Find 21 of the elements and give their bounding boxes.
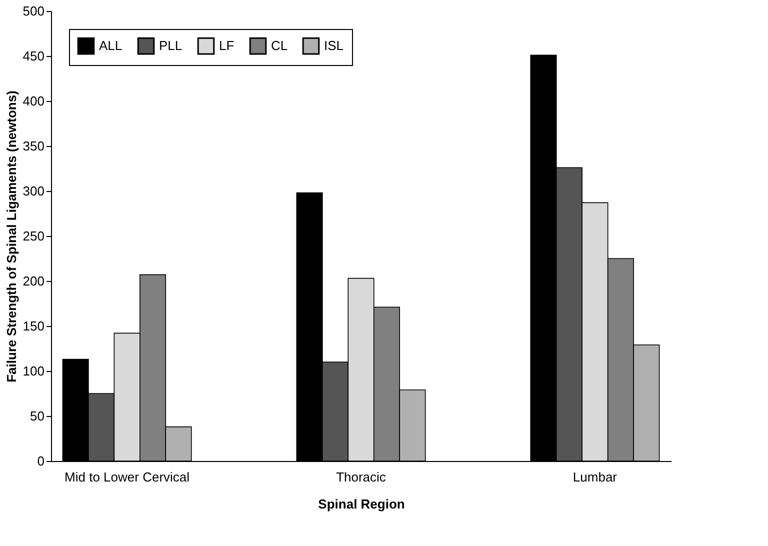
y-tick-label: 50 — [30, 408, 44, 424]
y-tick-label: 300 — [22, 184, 44, 198]
x-axis-title: Spinal Region — [318, 496, 405, 512]
x-tick-label: Lumbar — [572, 470, 618, 484]
y-tick-label: 250 — [22, 228, 44, 244]
y-tick-label: 500 — [22, 4, 44, 18]
y-tick-label: 350 — [22, 138, 44, 154]
legend-label: CL — [271, 38, 288, 54]
x-tick-label: Thoracic — [336, 470, 386, 484]
y-tick-label: 100 — [22, 364, 44, 378]
y-tick-label: 0 — [37, 454, 44, 468]
legend-label: LF — [219, 38, 234, 54]
y-tick-label: 200 — [22, 274, 44, 288]
y-axis-title: Failure Strength of Spinal Ligaments (newtons) — [4, 90, 19, 382]
y-tick-label: 150 — [22, 318, 44, 334]
legend-label: PLL — [159, 38, 182, 54]
legend-label: ISL — [324, 38, 344, 54]
legend-label: ALL — [99, 38, 122, 54]
y-tick-label: 450 — [22, 48, 44, 64]
y-tick-label: 400 — [22, 94, 44, 108]
x-tick-label: Mid to Lower Cervical — [64, 470, 190, 484]
